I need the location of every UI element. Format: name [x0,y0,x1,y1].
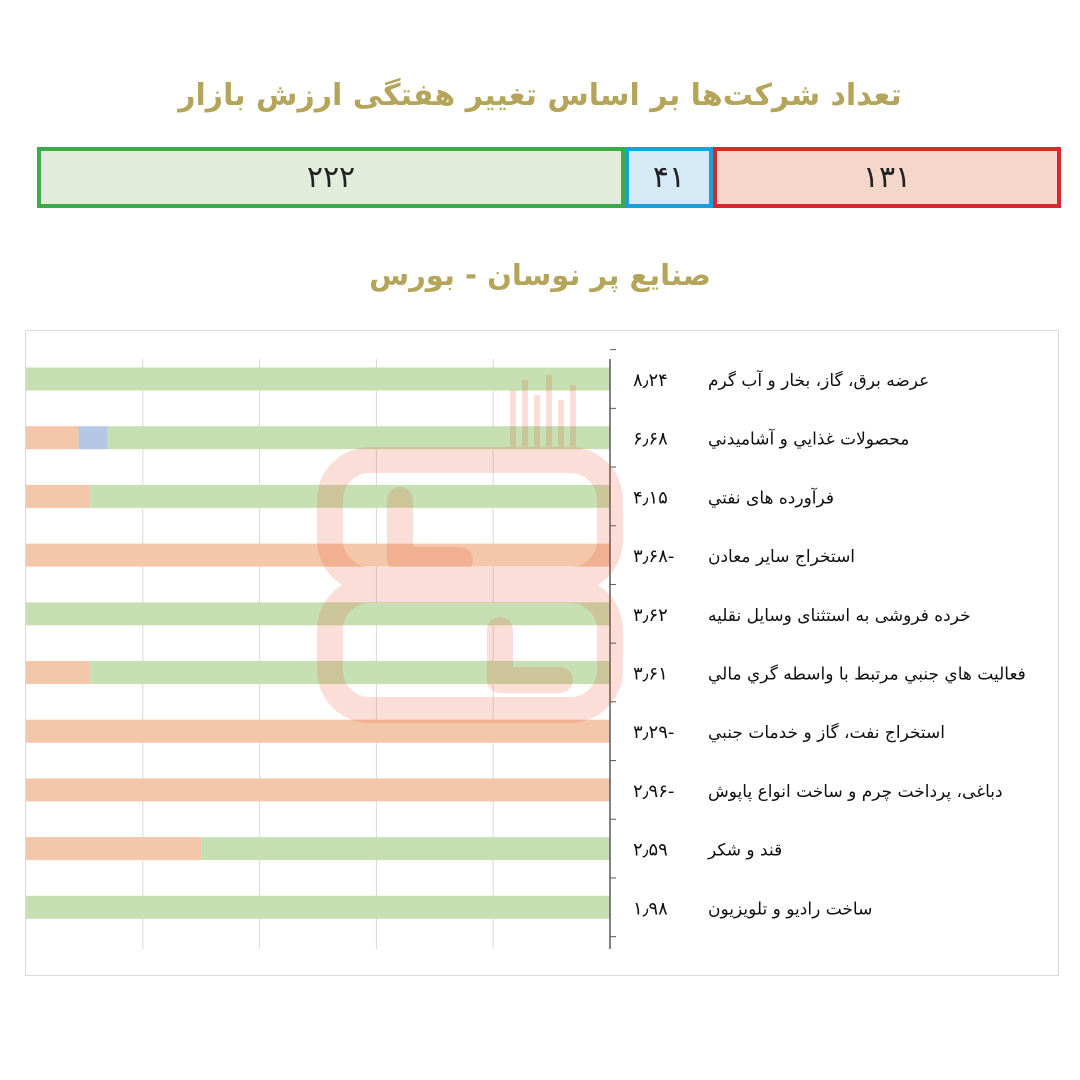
bar-segment-rise [90,484,611,508]
bar-segment-fall [26,837,202,861]
bar-segment-rise [26,895,610,919]
bar-segment-fall [26,543,610,567]
value-label: ۲٫۵۹ [633,840,668,861]
value-label: ۳٫۶۱ [633,664,668,685]
bar-segment-rise [90,661,611,684]
bar-segment-rise [201,837,610,861]
value-label: ۳٫۶۸- [633,546,674,567]
bar-segment-fall [26,484,91,508]
value-label: ۲٫۹۶- [633,781,674,802]
category-label: استخراج ساير معادن [708,547,855,567]
falling-count-box: ۱۳۱ [713,147,1061,208]
category-label: قند و شکر [707,841,782,861]
category-label: محصولات غذايي و آشاميدني [708,428,909,450]
industry-stacked-bar-chart: ۸٫۲۴ عرضه برق، گاز، بخار و آب گرم ۶٫۶۸ محصو… [26,349,1026,949]
category-label: دباغی، پرداخت چرم و ساخت انواع پاپوش [708,782,1003,802]
category-label: فرآورده های نفتي [708,486,834,508]
category-label: استخراج نفت، گاز و خدمات جنبي [708,722,945,743]
bar-segment-fall [26,426,79,450]
summary-title: تعداد شرکت‌ها بر اساس تغییر هفتگی ارزش ب… [178,78,902,113]
chart-frame: ۸٫۲۴ عرضه برق، گاز، بخار و آب گرم ۶٫۶۸ محصو… [25,330,1059,976]
category-label: فعاليت هاي جنبي مرتبط با واسطه گري مالي [708,664,1026,685]
value-label: ۶٫۶۸ [633,429,668,450]
bar-segment-fall [26,719,610,743]
category-label: خرده فروشی به استثنای وسایل نقلیه [708,606,971,626]
unchanged-count: ۴۱ [652,160,686,195]
value-label: ۴٫۱۵ [633,487,668,508]
bar-segment-flat [78,426,108,450]
falling-count: ۱۳۱ [862,160,912,195]
value-label: ۳٫۲۹- [633,722,674,743]
bar-segment-fall [26,661,91,684]
rising-count-box: ۲۲۲ [37,147,625,208]
category-label: ساخت رادیو و تلویزیون [708,899,872,919]
bar-segment-rise [107,426,610,450]
bar-segment-rise [26,602,610,626]
value-label: ۸٫۲۴ [633,370,668,391]
chart-title: صنایع پر نوسان - بورس [369,258,711,292]
value-label: ۳٫۶۲ [633,605,668,626]
bar-segment-rise [26,367,610,391]
bar-segment-fall [26,778,610,802]
value-label: ۱٫۹۸ [633,898,668,919]
unchanged-count-box: ۴۱ [625,147,713,208]
rising-count: ۲۲۲ [306,160,356,195]
category-label: عرضه برق، گاز، بخار و آب گرم [708,369,929,391]
